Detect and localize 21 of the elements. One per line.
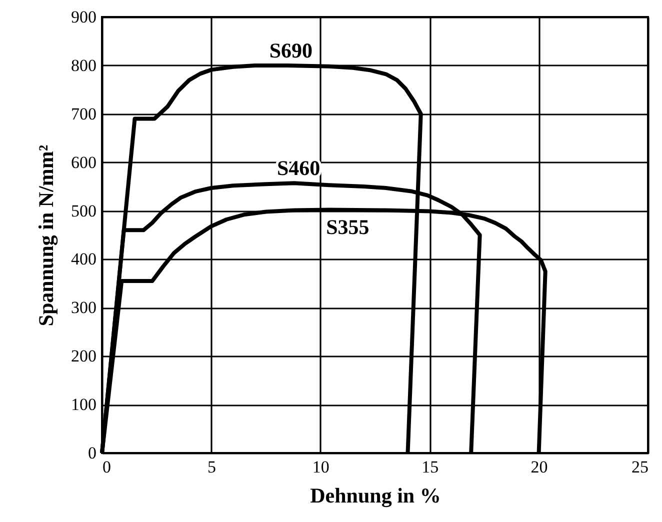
x-axis-title: Dehnung in % (310, 484, 441, 508)
y-tick-label: 100 (71, 395, 96, 414)
y-tick-label: 500 (71, 201, 96, 220)
y-tick-label: 200 (71, 346, 96, 366)
y-axis-title: Spannung in N/mm² (34, 144, 58, 326)
y-tick-label: 800 (71, 56, 96, 75)
y-tick-label: 0 (88, 444, 96, 462)
x-tick-label: 20 (530, 458, 548, 476)
x-tick-label: 25 (632, 458, 648, 476)
y-tick-label: 900 (71, 8, 96, 26)
series-label: S460 (276, 156, 320, 180)
series-label: S690 (269, 38, 313, 62)
y-tick-label: 300 (71, 298, 96, 318)
series-label: S355 (326, 214, 370, 239)
x-tick-label: 5 (207, 458, 216, 476)
x-tick-label: 10 (312, 458, 330, 476)
x-tick-label: 0 (102, 458, 111, 476)
y-tick-label: 700 (71, 104, 96, 124)
y-tick-label: 400 (71, 250, 96, 269)
x-tick-label: 15 (422, 458, 439, 476)
y-tick-label: 600 (71, 152, 96, 172)
